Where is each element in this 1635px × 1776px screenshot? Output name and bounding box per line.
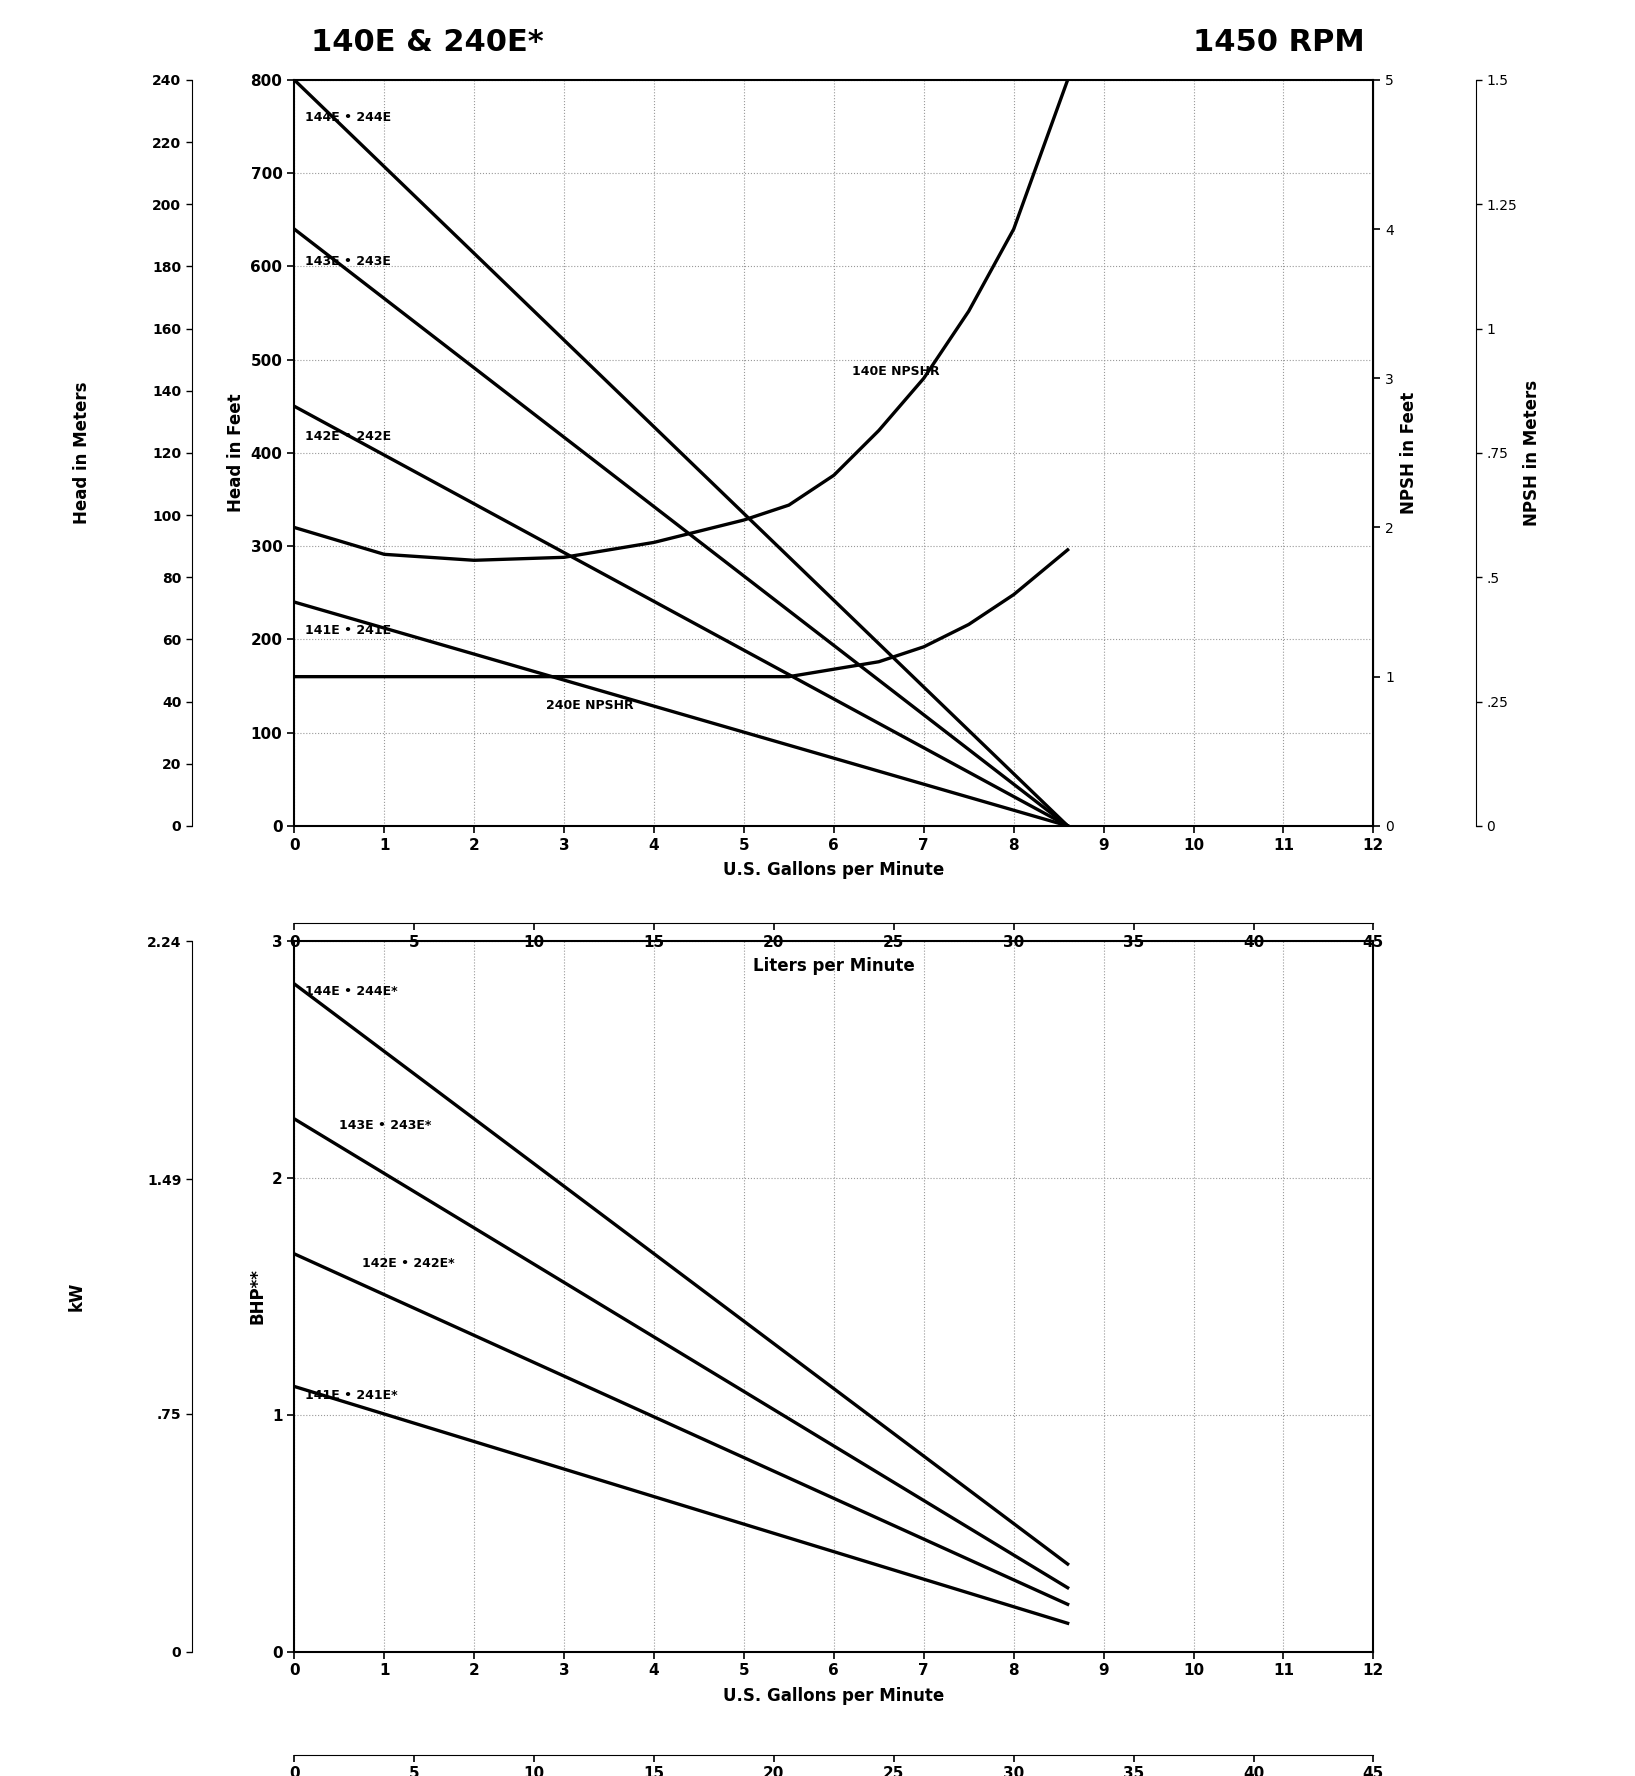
Text: 144E • 244E*: 144E • 244E* bbox=[306, 984, 397, 998]
Text: 144E • 244E: 144E • 244E bbox=[306, 110, 391, 124]
Y-axis label: NPSH in Feet: NPSH in Feet bbox=[1400, 392, 1418, 513]
Y-axis label: Head in Meters: Head in Meters bbox=[74, 382, 92, 524]
Text: 142E • 242E: 142E • 242E bbox=[306, 430, 391, 442]
Text: 142E • 242E*: 142E • 242E* bbox=[361, 1257, 455, 1270]
Text: 141E • 241E: 141E • 241E bbox=[306, 623, 391, 636]
Text: 141E • 241E*: 141E • 241E* bbox=[306, 1389, 397, 1403]
X-axis label: U.S. Gallons per Minute: U.S. Gallons per Minute bbox=[723, 1687, 945, 1705]
X-axis label: U.S. Gallons per Minute: U.S. Gallons per Minute bbox=[723, 861, 945, 879]
Y-axis label: BHP**: BHP** bbox=[249, 1268, 267, 1325]
Text: 140E & 240E*: 140E & 240E* bbox=[311, 28, 543, 57]
Text: 1450 RPM: 1450 RPM bbox=[1194, 28, 1365, 57]
Text: 143E • 243E*: 143E • 243E* bbox=[340, 1119, 432, 1133]
Text: 240E NPSHR: 240E NPSHR bbox=[546, 700, 634, 712]
Y-axis label: Head in Feet: Head in Feet bbox=[227, 394, 245, 511]
Text: 140E NPSHR: 140E NPSHR bbox=[852, 366, 940, 378]
Y-axis label: NPSH in Meters: NPSH in Meters bbox=[1522, 380, 1540, 526]
Text: 143E • 243E: 143E • 243E bbox=[306, 256, 391, 268]
Y-axis label: kW: kW bbox=[67, 1282, 85, 1311]
X-axis label: Liters per Minute: Liters per Minute bbox=[754, 957, 914, 975]
